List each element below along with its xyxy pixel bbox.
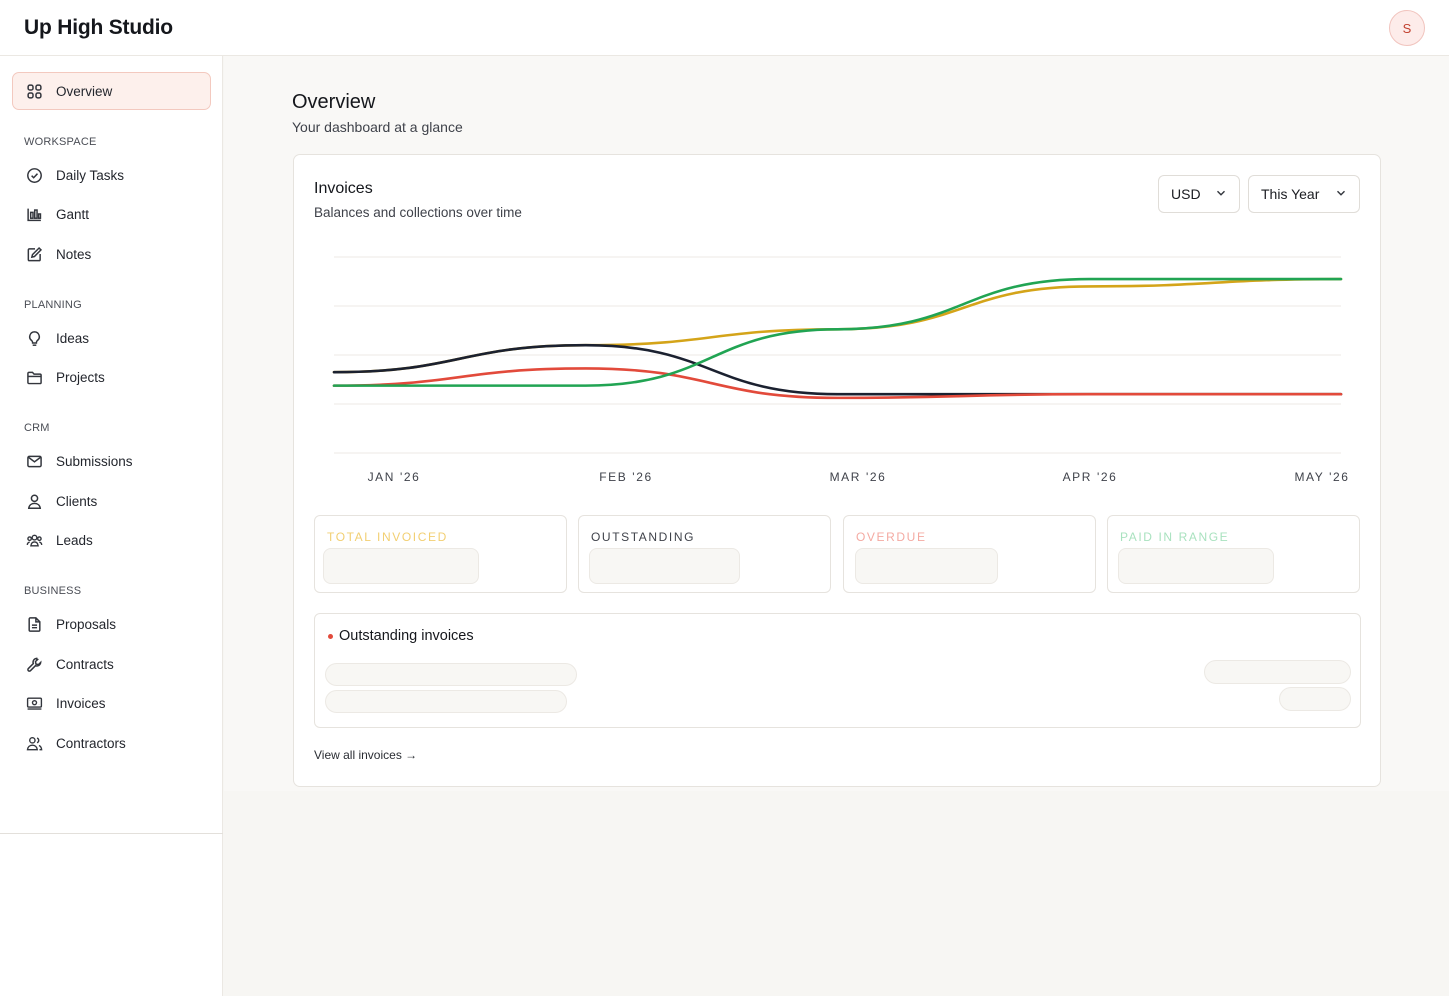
section-label-planning: PLANNING [24, 299, 82, 311]
user-group-icon [26, 735, 43, 752]
sidebar-item-label: Leads [56, 532, 93, 548]
stat-value-placeholder [855, 548, 998, 584]
outstanding-invoices-list: Outstanding invoices [314, 613, 1361, 728]
view-all-invoices-link[interactable]: View all invoices → [314, 748, 418, 762]
sidebar-item-proposals[interactable]: Proposals [12, 605, 211, 643]
stat-value-placeholder [323, 548, 479, 584]
stat-card-outstanding: OUTSTANDING [578, 515, 831, 593]
sidebar-item-submissions[interactable]: Submissions [12, 442, 211, 480]
sidebar-item-label: Projects [56, 369, 105, 385]
brand-logo[interactable]: Up High Studio [24, 16, 173, 39]
stat-value-placeholder [589, 548, 740, 584]
date-range-select-value: This Year [1261, 186, 1320, 202]
list-item-placeholder [325, 690, 567, 713]
wrench-icon [26, 656, 43, 673]
series-line-2 [332, 367, 1343, 400]
section-label-crm: CRM [24, 422, 50, 434]
invoices-line-chart: JAN '26 FEB '26 MAR '26 APR '26 MAY '26 [332, 256, 1349, 484]
series-line-3 [332, 277, 1343, 387]
x-tick-label: FEB '26 [599, 470, 653, 484]
banknote-icon [26, 695, 43, 712]
sidebar-item-label: Ideas [56, 330, 90, 346]
chevron-down-icon [1215, 186, 1227, 202]
grid-icon [26, 83, 43, 100]
sidebar-item-invoices[interactable]: Invoices [12, 684, 211, 722]
x-tick-label: APR '26 [1063, 470, 1118, 484]
section-label-workspace: WORKSPACE [24, 136, 97, 148]
date-range-select[interactable]: This Year [1248, 175, 1360, 213]
section-label-business: BUSINESS [24, 585, 82, 597]
status-dot [328, 634, 333, 639]
page-title: Overview [292, 91, 376, 113]
sidebar-item-label: Invoices [56, 695, 106, 711]
currency-select[interactable]: USD [1158, 175, 1240, 213]
lightbulb-icon [26, 330, 43, 347]
sidebar-item-contracts[interactable]: Contracts [12, 645, 211, 683]
stat-card-paid-in-range: PAID IN RANGE [1107, 515, 1360, 593]
stat-label: PAID IN RANGE [1120, 530, 1230, 544]
card-title: Invoices [314, 180, 373, 197]
card-subtitle: Balances and collections over time [314, 205, 522, 220]
sidebar-divider [0, 833, 223, 834]
sidebar-item-label: Contractors [56, 735, 126, 751]
sidebar-item-label: Notes [56, 246, 92, 262]
list-item-placeholder [325, 663, 577, 686]
x-tick-label: MAR '26 [830, 470, 887, 484]
sidebar-item-label: Clients [56, 493, 98, 509]
page-subtitle: Your dashboard at a glance [292, 119, 463, 135]
sidebar-item-label: Gantt [56, 206, 90, 222]
sidebar-item-leads[interactable]: Leads [12, 521, 211, 559]
invoices-chart: JAN '26 FEB '26 MAR '26 APR '26 MAY '26 [314, 235, 1361, 485]
list-item-amount-placeholder [1204, 660, 1351, 684]
currency-select-value: USD [1171, 186, 1201, 202]
sidebar-item-projects[interactable]: Projects [12, 358, 211, 396]
stat-card-total-invoiced: TOTAL INVOICED [314, 515, 567, 593]
sidebar-item-label: Submissions [56, 453, 133, 469]
mail-icon [26, 453, 43, 470]
sidebar-item-daily-tasks[interactable]: Daily Tasks [12, 156, 211, 194]
sidebar-item-ideas[interactable]: Ideas [12, 319, 211, 357]
sidebar-item-label: Overview [56, 83, 113, 99]
sidebar-item-notes[interactable]: Notes [12, 235, 211, 273]
stat-label: TOTAL INVOICED [327, 530, 448, 544]
sidebar-item-overview[interactable]: Overview [12, 72, 211, 110]
folder-icon [26, 369, 43, 386]
sidebar-item-label: Proposals [56, 616, 117, 632]
list-title: Outstanding invoices [339, 628, 474, 644]
stat-label: OUTSTANDING [591, 530, 696, 544]
users-icon [26, 532, 43, 549]
x-tick-label: MAY '26 [1294, 470, 1349, 484]
sidebar-item-contractors[interactable]: Contractors [12, 724, 211, 762]
check-circle-icon [26, 167, 43, 184]
user-icon [26, 493, 43, 510]
pencil-square-icon [26, 246, 43, 263]
stat-value-placeholder [1118, 548, 1274, 584]
invoices-card: Invoices Balances and collections over t… [293, 154, 1381, 787]
chevron-down-icon [1335, 186, 1347, 202]
stat-card-overdue: OVERDUE [843, 515, 1096, 593]
top-bar: Up High Studio S [0, 0, 1449, 56]
sidebar-item-gantt[interactable]: Gantt [12, 195, 211, 233]
sidebar-item-label: Contracts [56, 656, 114, 672]
x-tick-label: JAN '26 [368, 470, 421, 484]
gantt-chart-icon [26, 206, 43, 223]
list-item-badge-placeholder [1279, 687, 1351, 711]
file-icon [26, 616, 43, 633]
series-line-0 [332, 277, 1343, 374]
sidebar-item-clients[interactable]: Clients [12, 482, 211, 520]
sidebar-item-label: Daily Tasks [56, 167, 125, 183]
stat-label: OVERDUE [856, 530, 927, 544]
avatar[interactable]: S [1389, 10, 1425, 46]
